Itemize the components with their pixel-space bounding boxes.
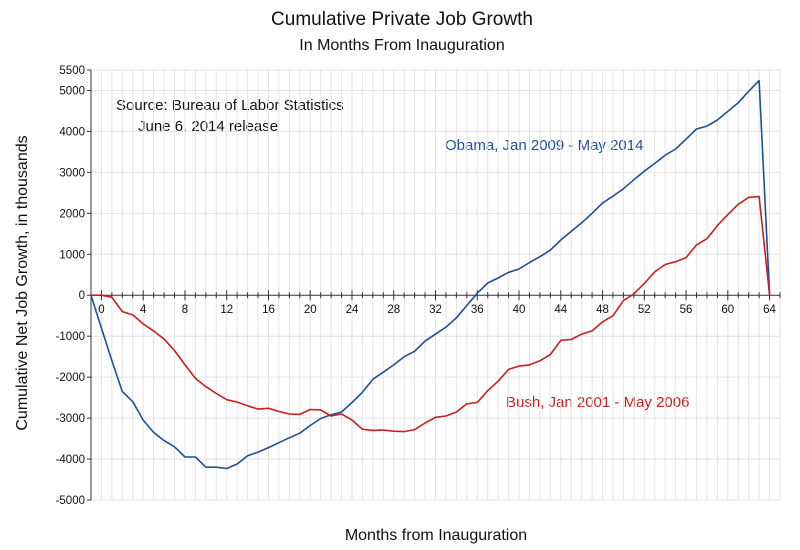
obama-series-label: Obama, Jan 2009 - May 2014	[445, 137, 643, 154]
y-tick-label: 2000	[59, 208, 85, 220]
y-tick-label: -2000	[56, 372, 85, 384]
x-tick-label: 0	[98, 304, 104, 316]
x-tick-label: 12	[220, 304, 233, 316]
x-tick-label: 16	[262, 304, 275, 316]
bush-series-label: Bush, Jan 2001 - May 2006	[506, 394, 689, 411]
y-axis-label: Cumulative Net Job Growth, in thousands	[14, 135, 31, 430]
x-tick-label: 44	[554, 304, 567, 316]
x-tick-label: 20	[304, 304, 317, 316]
y-tick-label: 1000	[59, 249, 85, 261]
x-tick-label: 36	[471, 304, 484, 316]
x-tick-label: 4	[140, 304, 147, 316]
x-tick-label: 24	[346, 304, 359, 316]
x-axis-label: Months from Inauguration	[345, 527, 527, 544]
series-line-bush	[91, 195, 771, 433]
x-tick-label: 48	[596, 304, 609, 316]
y-tick-label: 5000	[59, 85, 85, 97]
x-tick-label: 64	[763, 304, 776, 316]
series-line-obama	[90, 79, 771, 470]
y-tick-label: -5000	[56, 495, 85, 507]
source-line-2: June 6, 2014 release	[138, 118, 278, 135]
source-line-1: Source: Bureau of Labor Statistics	[116, 97, 344, 114]
y-tick-label: 5500	[59, 65, 85, 77]
x-tick-label: 52	[638, 304, 651, 316]
y-tick-label: -1000	[56, 331, 85, 343]
y-tick-label: 4000	[59, 126, 85, 138]
y-tick-label: 0	[79, 290, 85, 302]
x-tick-label: 56	[680, 304, 693, 316]
x-tick-label: 60	[721, 304, 734, 316]
x-tick-label: 32	[429, 304, 442, 316]
y-tick-label: -3000	[56, 413, 85, 425]
x-tick-label: 40	[513, 304, 526, 316]
x-tick-label: 28	[387, 304, 400, 316]
y-tick-label: -4000	[56, 454, 85, 466]
x-tick-label: 8	[182, 304, 188, 316]
chart-title: Cumulative Private Job Growth	[271, 9, 533, 30]
chart-subtitle: In Months From Inauguration	[299, 37, 504, 54]
y-tick-label: 3000	[59, 167, 85, 179]
